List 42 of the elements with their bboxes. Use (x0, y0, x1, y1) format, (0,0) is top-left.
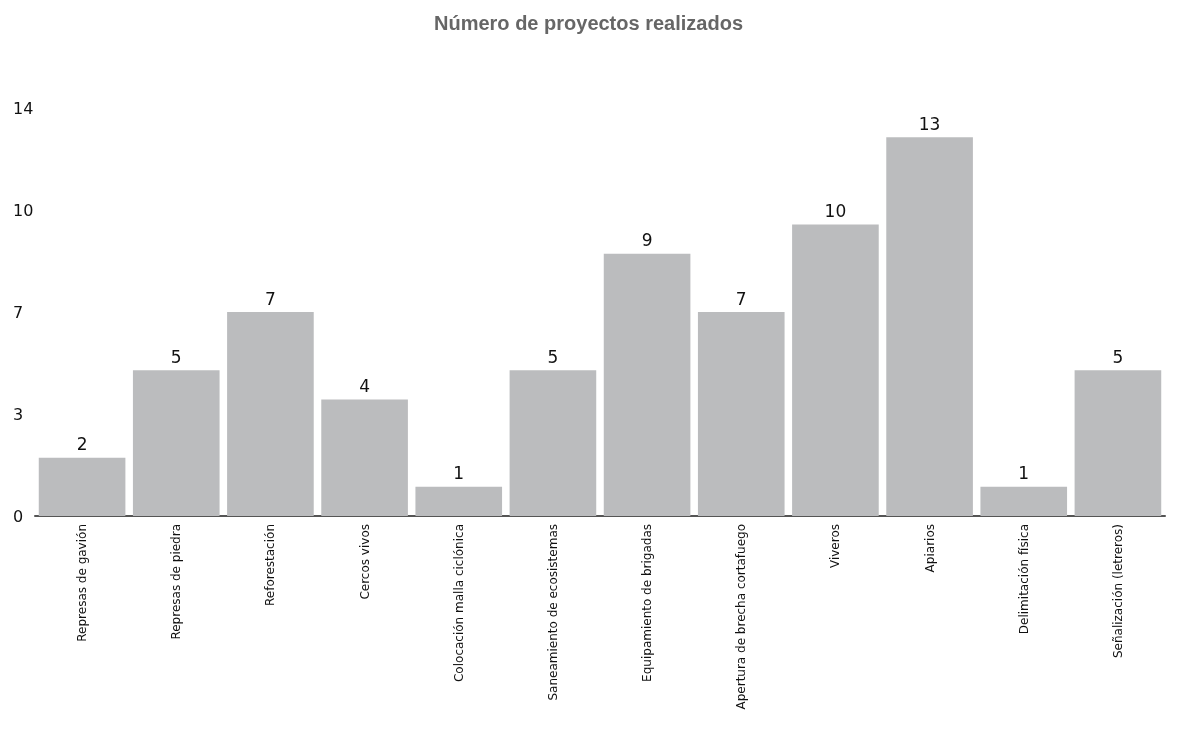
x-tick-label: Saneamiento de ecosistemas (545, 524, 560, 701)
bar (38, 457, 126, 516)
data-label: 4 (359, 375, 370, 396)
data-label: 7 (265, 288, 276, 309)
y-tick-label: 7 (13, 302, 24, 322)
bar (509, 370, 597, 516)
x-tick-label: Cercos vivos (357, 524, 372, 600)
x-tick-label: Viveros (828, 524, 843, 569)
x-tick-label: Delimitación física (1016, 524, 1031, 635)
bar (415, 486, 503, 516)
data-label: 1 (1018, 463, 1030, 484)
x-tick-label: Reforestación (263, 524, 278, 606)
chart-title: Número de proyectos realizados (434, 12, 743, 34)
x-tick-label: Represas de gavión (75, 524, 90, 642)
data-label: 5 (547, 346, 559, 367)
y-tick-label: 10 (13, 200, 34, 220)
bar (321, 399, 408, 516)
data-label: 5 (170, 346, 182, 367)
data-label: 5 (1112, 346, 1124, 367)
x-tick-label: Equipamiento de brigadas (640, 524, 655, 682)
bar (980, 486, 1068, 516)
data-label: 9 (641, 230, 653, 251)
bar (1074, 370, 1162, 516)
data-label: 1 (453, 463, 465, 484)
data-label: 10 (824, 201, 847, 222)
bar (886, 137, 973, 516)
x-tick-label: Colocación malla ciclónica (451, 524, 466, 683)
data-label: 2 (76, 434, 88, 455)
bar (227, 312, 314, 516)
data-label: 13 (918, 113, 941, 134)
x-tick-label: Apiarios (922, 524, 937, 573)
bar (132, 370, 220, 516)
x-tick-label: Apertura de brecha cortafuego (734, 524, 749, 710)
bar (603, 253, 691, 516)
x-tick-label: Represas de piedra (169, 524, 184, 640)
bar (792, 224, 879, 516)
bar (697, 312, 785, 516)
y-tick-label: 14 (13, 98, 34, 118)
y-tick-label: 0 (13, 506, 24, 526)
x-tick-label: Señalización (letreros) (1110, 524, 1125, 659)
data-label: 7 (735, 288, 747, 309)
y-tick-label: 3 (13, 404, 24, 424)
